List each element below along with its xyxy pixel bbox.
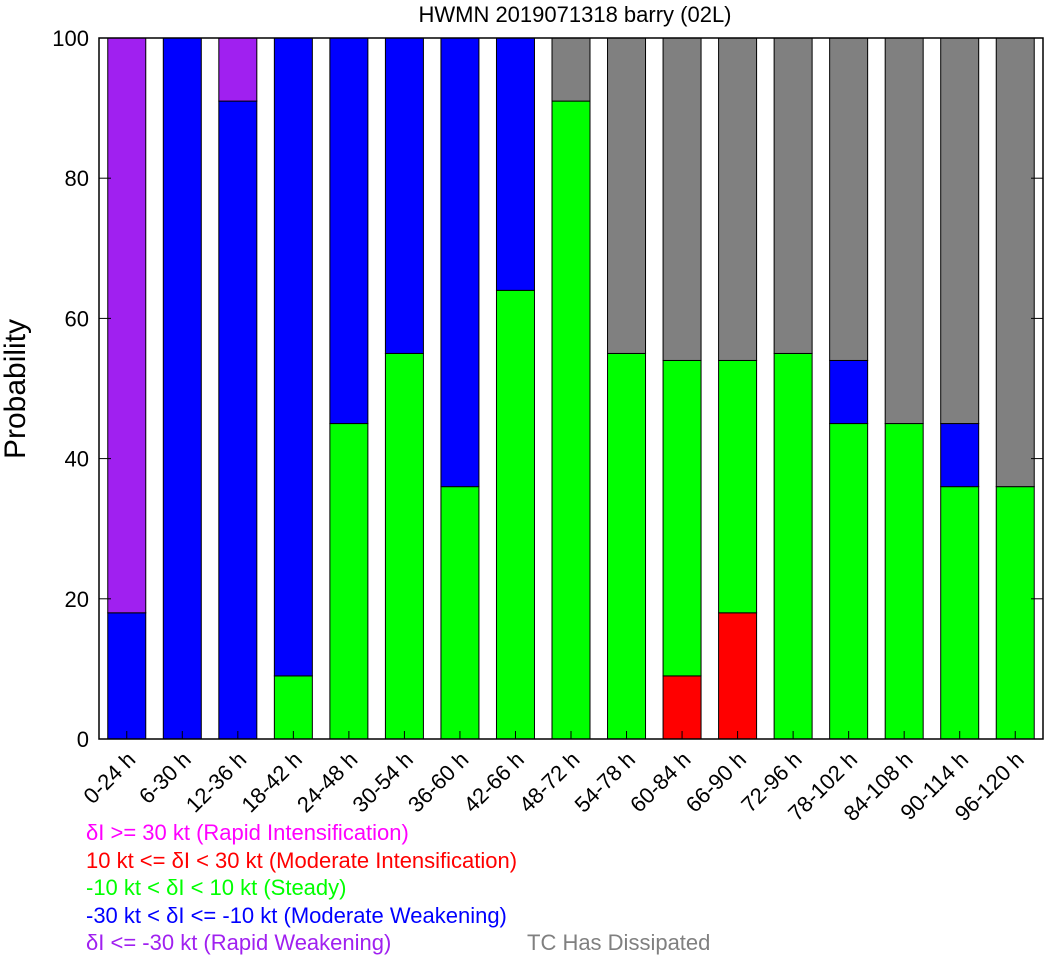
bar-segment-moderate-weakening: [940, 423, 980, 488]
chart-title: HWMN 2019071318 barry (02L): [418, 2, 731, 27]
bar-segment-tc-dissipated: [607, 37, 647, 354]
bar-segment-moderate-weakening: [218, 100, 258, 740]
bar-segment-tc-dissipated: [773, 37, 813, 354]
bar-segment-moderate-weakening: [440, 37, 480, 488]
bar-segment-tc-dissipated: [829, 37, 869, 361]
bar-segment-moderate-weakening: [384, 37, 424, 354]
bar-segment-steady: [995, 486, 1035, 740]
x-tick-label: 30-54 h: [348, 747, 418, 817]
y-tick-label: 20: [65, 587, 89, 612]
y-tick-label: 100: [52, 26, 89, 51]
bar-segment-moderate-weakening: [329, 37, 369, 425]
bar-segment-steady: [273, 675, 313, 740]
legend-entry-steady: -10 kt < δI < 10 kt (Steady): [86, 875, 347, 900]
x-tick-label: 0-24 h: [79, 747, 141, 809]
bar-segment-steady: [829, 423, 869, 740]
bar-segment-moderate-intensification: [718, 612, 758, 740]
x-tick-label: 36-60 h: [403, 747, 473, 817]
bar-segment-steady: [884, 423, 924, 740]
x-tick-label: 48-72 h: [514, 747, 584, 817]
x-tick-label: 66-90 h: [681, 747, 751, 817]
bar-segment-tc-dissipated: [718, 37, 758, 361]
bar-segment-rapid-weakening: [218, 37, 258, 102]
bar-segment-steady: [718, 359, 758, 614]
bar-segment-steady: [329, 423, 369, 740]
bar-segment-steady: [384, 352, 424, 740]
y-tick-label: 80: [65, 166, 89, 191]
x-tick-label: 24-48 h: [292, 747, 362, 817]
bar-segment-tc-dissipated: [551, 37, 591, 102]
x-tick-label: 42-66 h: [459, 747, 529, 817]
bar-segment-tc-dissipated: [940, 37, 980, 425]
bar-segment-tc-dissipated: [662, 37, 702, 361]
x-tick-label: 18-42 h: [236, 747, 306, 817]
bar-segment-steady: [440, 486, 480, 740]
bar-segment-tc-dissipated: [884, 37, 924, 425]
bar-segment-tc-dissipated: [995, 37, 1035, 488]
bars-layer: [107, 37, 1035, 740]
bar-segment-steady: [662, 359, 702, 677]
x-tick-label: 54-78 h: [570, 747, 640, 817]
legend-entry-rapid-intensification: δI >= 30 kt (Rapid Intensification): [86, 820, 409, 845]
bar-segment-moderate-weakening: [107, 612, 147, 740]
bar-segment-moderate-weakening: [162, 37, 202, 740]
bar-segment-steady: [607, 352, 647, 740]
bar-segment-moderate-weakening: [829, 359, 869, 425]
x-tick-label: 60-84 h: [625, 747, 695, 817]
legend-entry-rapid-weakening: δI <= -30 kt (Rapid Weakening): [86, 930, 392, 955]
legend-entry-moderate-intensification: 10 kt <= δI < 30 kt (Moderate Intensific…: [86, 848, 518, 873]
bar-segment-steady: [773, 352, 813, 740]
y-axis-label: Probability: [0, 319, 32, 459]
bar-segment-moderate-weakening: [495, 37, 535, 291]
bar-segment-rapid-weakening: [107, 37, 147, 614]
x-tick-label: 12-36 h: [181, 747, 251, 817]
legend-entry-moderate-weakening: -30 kt < δI <= -10 kt (Moderate Weakenin…: [86, 903, 507, 928]
bar-segment-moderate-intensification: [662, 675, 702, 740]
bar-segment-steady: [551, 100, 591, 740]
legend-entry-tc-dissipated: TC Has Dissipated: [527, 930, 711, 955]
y-tick-label: 0: [77, 727, 89, 752]
y-tick-label: 40: [65, 447, 89, 472]
bar-segment-steady: [940, 486, 980, 740]
bar-segment-steady: [495, 289, 535, 740]
y-tick-label: 60: [65, 306, 89, 331]
bar-segment-moderate-weakening: [273, 37, 313, 677]
stacked-bar-chart: HWMN 2019071318 barry (02L) Probability …: [0, 2, 1044, 820]
plot-frame: [98, 37, 1044, 740]
